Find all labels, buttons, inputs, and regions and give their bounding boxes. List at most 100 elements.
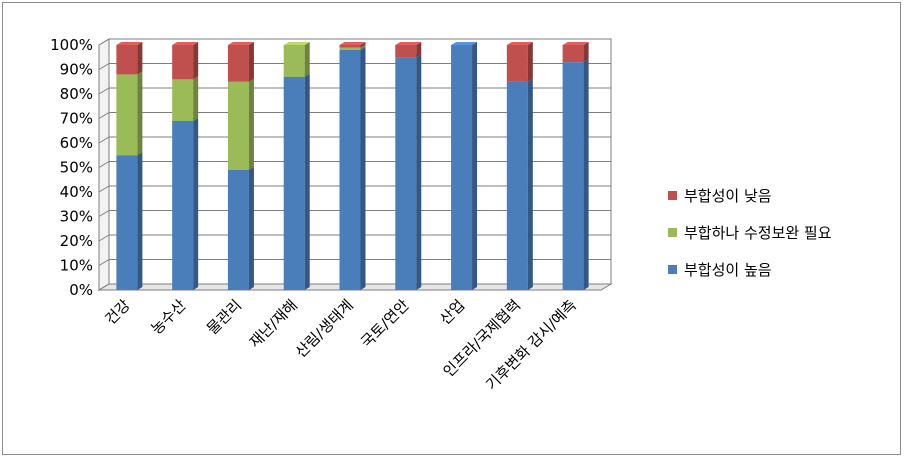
bar-front: [506, 45, 528, 82]
x-category-label: 건강: [101, 296, 133, 328]
bar-side: [248, 78, 254, 170]
bar-front: [283, 45, 305, 77]
bar-3-series-2: [227, 78, 254, 170]
bar-front: [506, 81, 528, 290]
bar-8-series-3: [506, 42, 533, 82]
bar-2-series-2: [172, 76, 199, 121]
gridline-side: [98, 234, 110, 242]
bar-front: [116, 74, 138, 156]
bar-side: [193, 117, 199, 290]
bar-side: [137, 71, 143, 156]
bar-side: [193, 42, 199, 80]
y-tick-label: 40%: [60, 183, 93, 201]
bar-front: [116, 45, 138, 75]
bar-8-series-1: [506, 78, 533, 290]
bar-side: [360, 42, 366, 48]
gridline-side: [98, 161, 110, 168]
legend-label: 부합하나 수정보완 필요: [684, 224, 832, 242]
bar-top: [451, 42, 478, 45]
bar-front: [227, 45, 249, 82]
bar-front: [172, 79, 194, 121]
bar-7-series-1: [451, 42, 478, 290]
x-category-label: 산업: [436, 296, 468, 328]
bar-side: [472, 42, 478, 290]
x-category-label: 국토/연안: [357, 296, 412, 351]
gridline-side: [98, 210, 110, 217]
bar-9-series-1: [562, 59, 589, 291]
bar-front: [172, 45, 194, 80]
y-tick-label: 30%: [60, 208, 93, 226]
gridline-side: [98, 87, 110, 95]
bar-1-series-3: [116, 42, 143, 75]
bar-top: [172, 42, 199, 45]
y-axis-ticks: 0% 10% 20% 30% 40% 50% 60% 70% 80% 90% 100%: [50, 36, 93, 299]
x-category-label: 농수산: [147, 296, 189, 338]
y-tick-label: 100%: [50, 36, 93, 54]
bar-front: [227, 81, 249, 170]
bar-9-series-3: [562, 42, 589, 63]
bar-side: [583, 42, 589, 63]
bar-front: [451, 45, 473, 290]
bar-front: [172, 120, 194, 290]
y-tick-label: 70%: [60, 110, 93, 128]
bar-top: [395, 42, 422, 45]
bar-front: [395, 45, 417, 58]
bar-1-series-2: [116, 71, 143, 156]
bar-front: [339, 49, 361, 291]
bar-4-series-2: [283, 42, 310, 77]
bar-5-series-1: [339, 46, 366, 291]
bar-top: [562, 42, 589, 45]
bar-top: [506, 42, 533, 45]
bar-top: [116, 42, 143, 45]
bar-side: [304, 42, 310, 77]
bar-side: [527, 78, 533, 290]
bar-2-series-1: [172, 117, 199, 290]
bar-side: [360, 44, 366, 50]
bar-side: [583, 59, 589, 291]
bar-6-series-3: [395, 42, 422, 58]
bar-side: [360, 46, 366, 291]
bar-6-series-1: [395, 54, 422, 290]
bar-2-series-3: [172, 42, 199, 80]
bar-5-series-3: [339, 42, 366, 48]
stacked-bar-chart: 0% 10% 20% 30% 40% 50% 60% 70% 80% 90% 100% 건강 농수산 물…: [50, 36, 832, 394]
bar-side: [304, 73, 310, 290]
bar-side: [248, 42, 254, 82]
y-tick-label: 60%: [60, 134, 93, 152]
gridline-side: [98, 185, 110, 193]
y-tick-label: 0%: [69, 281, 93, 299]
legend-label: 부합성이 높음: [684, 261, 772, 279]
bar-side: [527, 42, 533, 82]
bar-front: [562, 62, 584, 291]
bar-side: [137, 152, 143, 290]
legend-swatch: [668, 265, 677, 274]
gridline-side: [98, 283, 110, 291]
bar-4-series-1: [283, 73, 310, 290]
bars: [116, 42, 589, 291]
bar-top: [227, 42, 254, 45]
legend-swatch: [668, 228, 677, 237]
bar-front: [227, 169, 249, 290]
bar-1-series-1: [116, 152, 143, 290]
bar-front: [339, 45, 361, 48]
y-tick-label: 10%: [60, 257, 93, 275]
bar-top: [283, 42, 310, 45]
legend-swatch: [668, 191, 677, 200]
bar-front: [395, 57, 417, 290]
bar-front: [116, 155, 138, 290]
y-tick-label: 20%: [60, 232, 93, 250]
x-category-label: 산림/생태계: [292, 296, 357, 361]
bar-side: [137, 42, 143, 75]
x-category-label: 물관리: [203, 296, 245, 338]
y-tick-label: 90%: [60, 61, 93, 79]
gridline-side: [98, 63, 110, 70]
gridline-side: [98, 259, 110, 266]
gridline-side: [98, 38, 110, 46]
x-category-label: 재난/재해: [246, 296, 301, 351]
bar-3-series-3: [227, 42, 254, 82]
gridline-side: [98, 112, 110, 119]
bar-side: [416, 54, 422, 290]
